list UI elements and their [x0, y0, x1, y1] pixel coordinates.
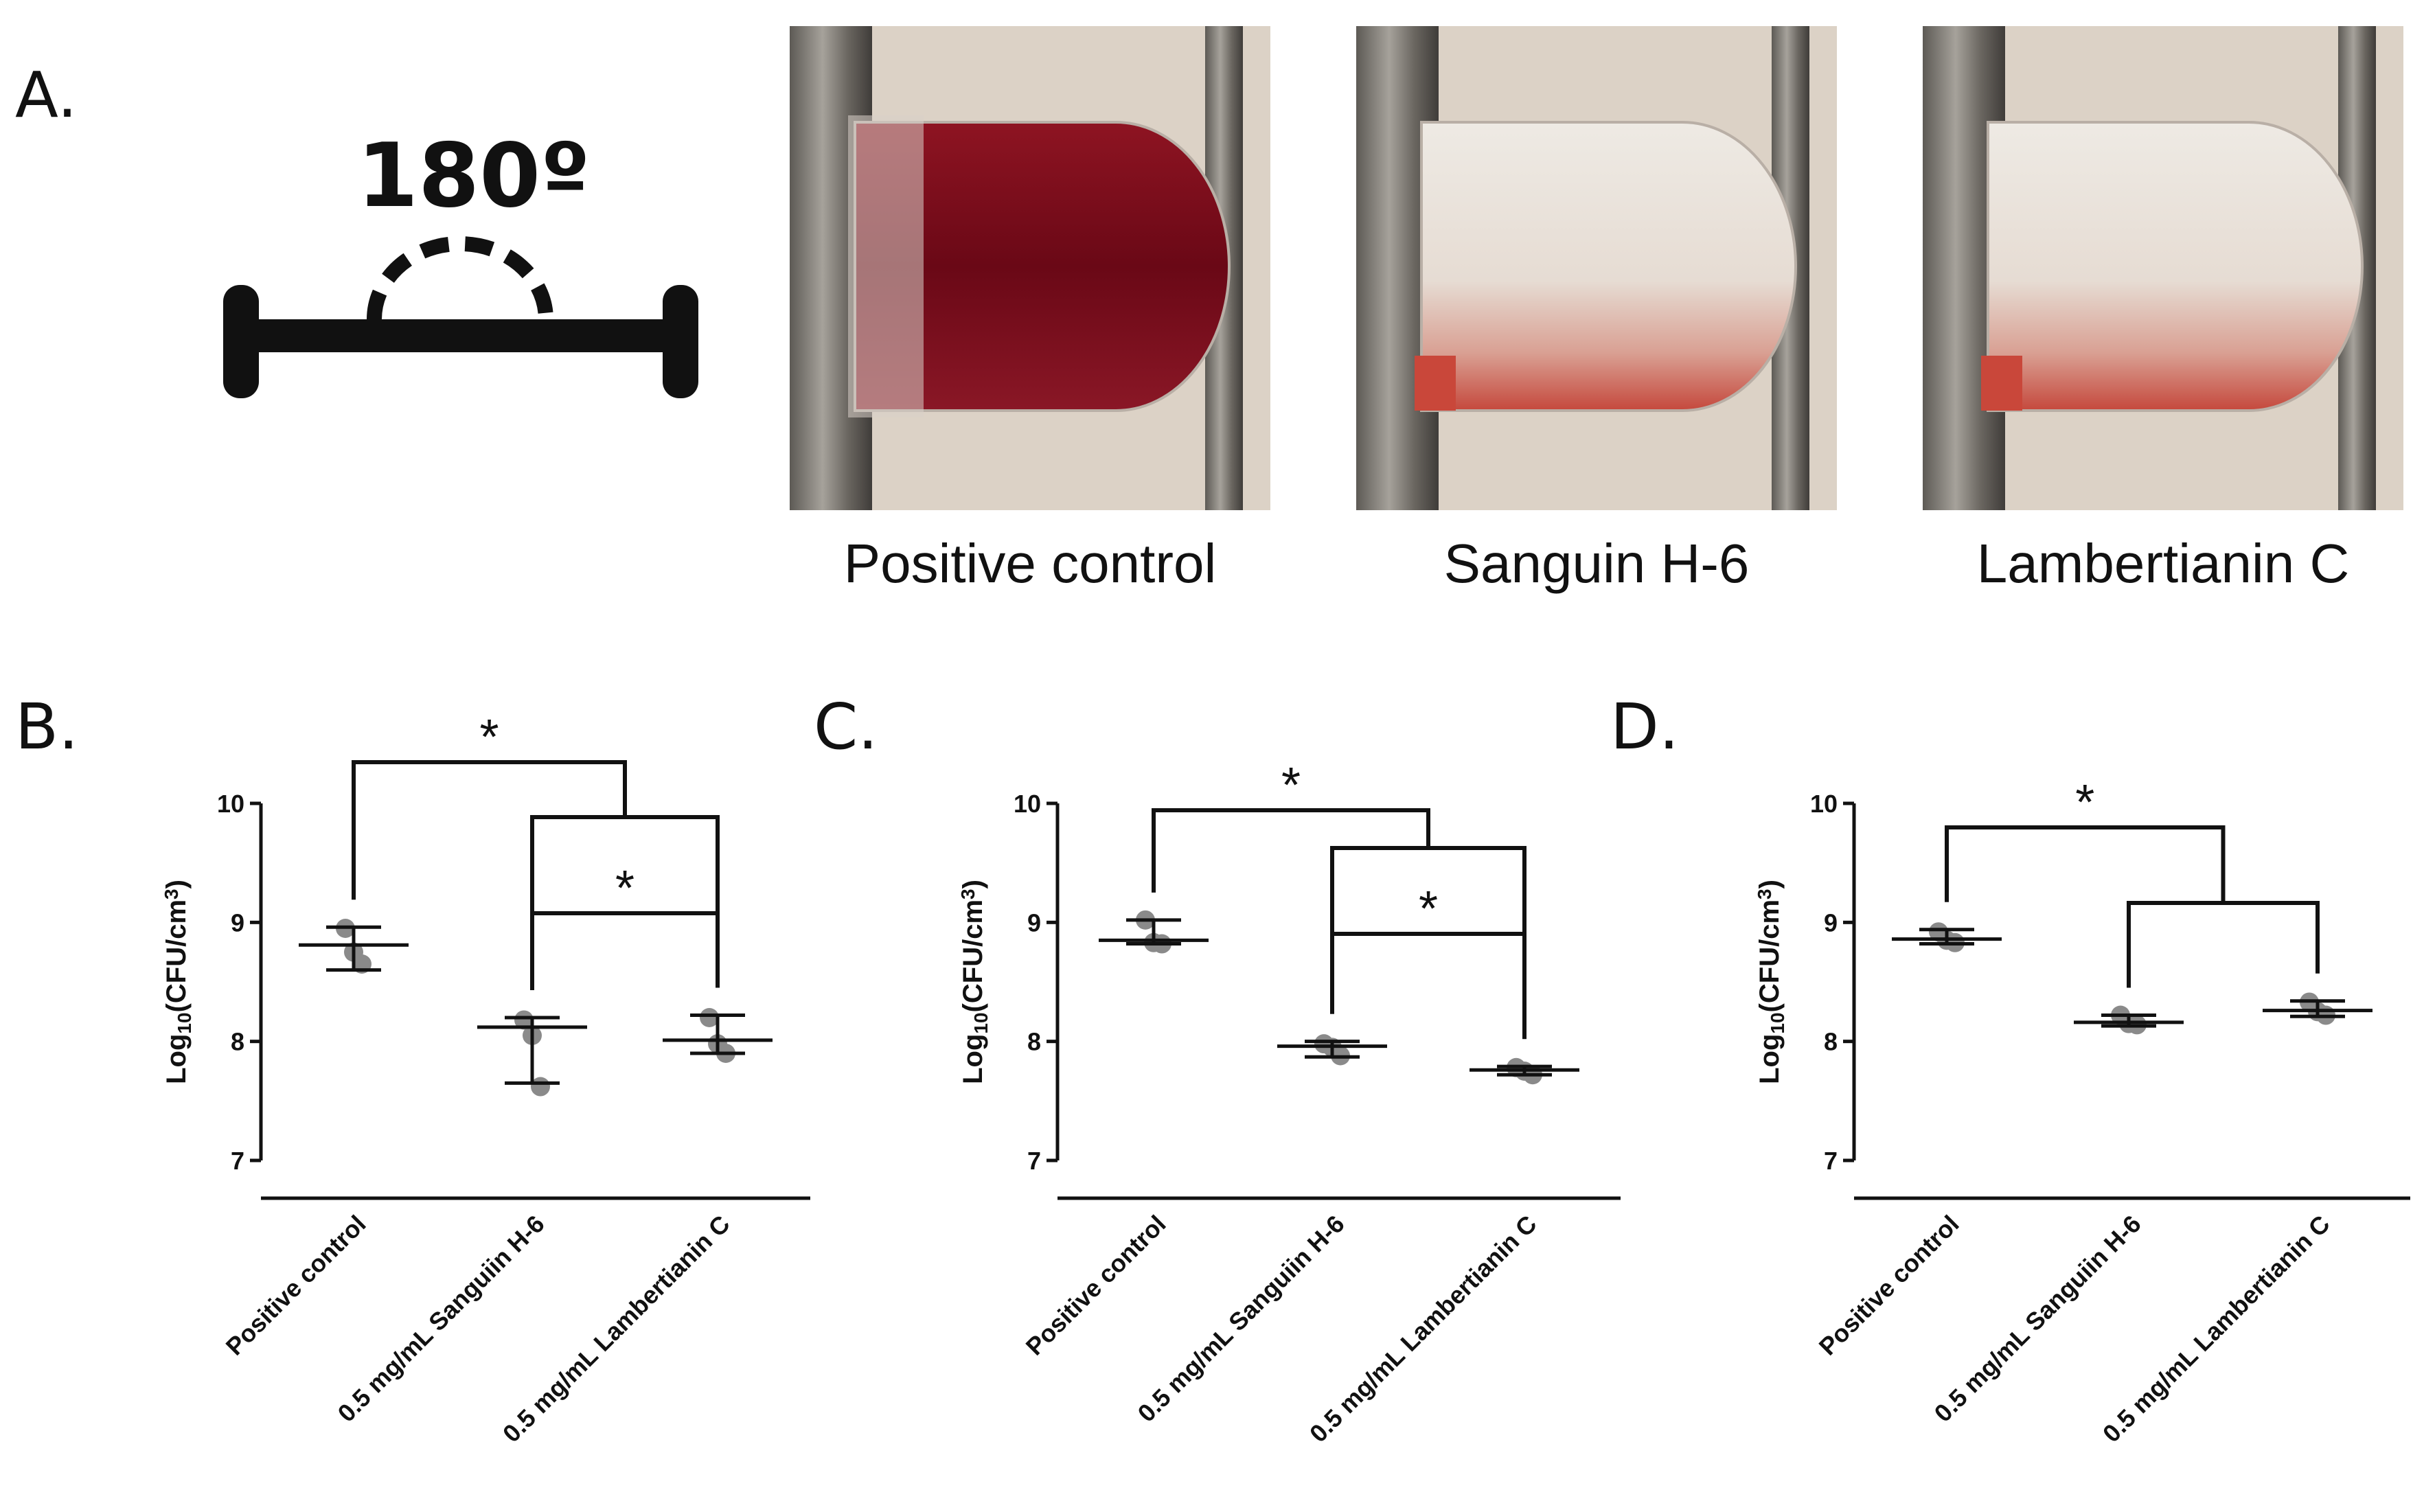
tube-photo-2: Sanguin H-6	[1356, 26, 1837, 594]
angle-label: 180º	[357, 125, 590, 227]
y-tick-label: 8	[1824, 1028, 1838, 1056]
significance-star: *	[2075, 775, 2094, 830]
blood-residue	[1415, 356, 1456, 411]
y-axis-label-part: 3	[161, 889, 182, 900]
y-axis-label: Log10(CFU/cm3)	[161, 880, 196, 1084]
data-point	[514, 1010, 534, 1030]
significance-bracket	[530, 911, 720, 990]
significance-bracket	[530, 815, 720, 990]
y-axis-label: Log10(CFU/cm3)	[957, 880, 992, 1084]
photo-caption: Lambertianin C	[1977, 533, 2350, 594]
category-label: Positive control	[1814, 1210, 1965, 1361]
y-axis-label-part: (CFU/cm	[1754, 900, 1785, 1012]
y-axis-label-part: Log	[161, 1034, 192, 1084]
data-point	[700, 1008, 719, 1027]
y-tick-label: 9	[1027, 908, 1041, 937]
category-label: 0.5 mg/mL Sanguiin H-6	[1929, 1210, 2147, 1428]
tilt-angle-icon	[223, 236, 698, 398]
category-label: 0.5 mg/mL Lambertianin C	[1304, 1210, 1542, 1448]
significance-bracket	[1152, 808, 1430, 893]
test-tube	[1987, 121, 2364, 412]
y-tick-label: 7	[1027, 1147, 1041, 1175]
y-axis-label-part: )	[161, 880, 192, 889]
significance-bracket	[1945, 825, 2226, 903]
tube-photo-1: Positive control	[790, 26, 1270, 594]
y-tick-label: 8	[1027, 1028, 1041, 1056]
y-tick-label: 10	[1810, 790, 1838, 818]
photo-caption: Sanguin H-6	[1444, 533, 1750, 594]
significance-star: *	[1419, 882, 1438, 937]
panel-a-letter: A.	[15, 58, 78, 132]
significance-bracket	[2127, 901, 2320, 988]
panel-letter: B.	[15, 690, 78, 764]
y-axis-label-part: 10	[1767, 1012, 1788, 1033]
tube-cap	[848, 115, 924, 417]
test-tube	[1420, 121, 1797, 412]
significance-star: *	[1281, 758, 1301, 813]
y-axis-label-part: 10	[174, 1012, 195, 1033]
y-axis-label: Log10(CFU/cm3)	[1754, 880, 1789, 1084]
category-label: Positive control	[1020, 1210, 1171, 1361]
photo-caption: Positive control	[844, 533, 1216, 594]
y-tick-label: 8	[231, 1028, 244, 1056]
significance-star: *	[615, 861, 634, 916]
category-label: 0.5 mg/mL Sanguiin H-6	[332, 1210, 550, 1428]
y-tick-label: 9	[231, 908, 244, 937]
y-axis-label-part: 10	[970, 1012, 992, 1033]
y-axis-label-part: Log	[1754, 1034, 1785, 1084]
y-axis-label-part: Log	[958, 1034, 988, 1084]
y-axis-label-part: 3	[957, 889, 979, 900]
y-axis-label-part: (CFU/cm	[958, 900, 988, 1012]
y-tick-label: 10	[217, 790, 244, 818]
blood-residue	[1981, 356, 2022, 411]
y-tick-label: 7	[1824, 1147, 1838, 1175]
y-tick-label: 10	[1014, 790, 1041, 818]
y-tick-label: 9	[1824, 908, 1838, 937]
test-tube	[854, 121, 1231, 412]
significance-bracket	[1330, 932, 1527, 1040]
significance-bracket	[1330, 846, 1527, 1040]
significance-bracket	[352, 760, 627, 900]
y-axis-label-part: 3	[1754, 889, 1775, 900]
panel-a: A. 180º Positive control Sanguin H-6 Lambe…	[15, 26, 2403, 594]
panel-letter: C.	[814, 690, 878, 764]
y-axis-label-part: )	[1754, 880, 1785, 889]
y-axis-label-part: )	[958, 880, 988, 889]
tube-photos: Positive control Sanguin H-6 Lambertianin …	[790, 26, 2403, 594]
significance-star: *	[479, 710, 499, 765]
y-axis-label-part: (CFU/cm	[161, 900, 192, 1012]
category-label: Positive control	[220, 1210, 371, 1361]
panel-letter: D.	[1610, 690, 1679, 764]
category-label: 0.5 mg/mL Sanguiin H-6	[1132, 1210, 1350, 1428]
tube-photo-3: Lambertianin C	[1923, 26, 2403, 594]
y-tick-label: 7	[231, 1147, 244, 1175]
category-label: 0.5 mg/mL Lambertianin C	[2097, 1210, 2335, 1448]
